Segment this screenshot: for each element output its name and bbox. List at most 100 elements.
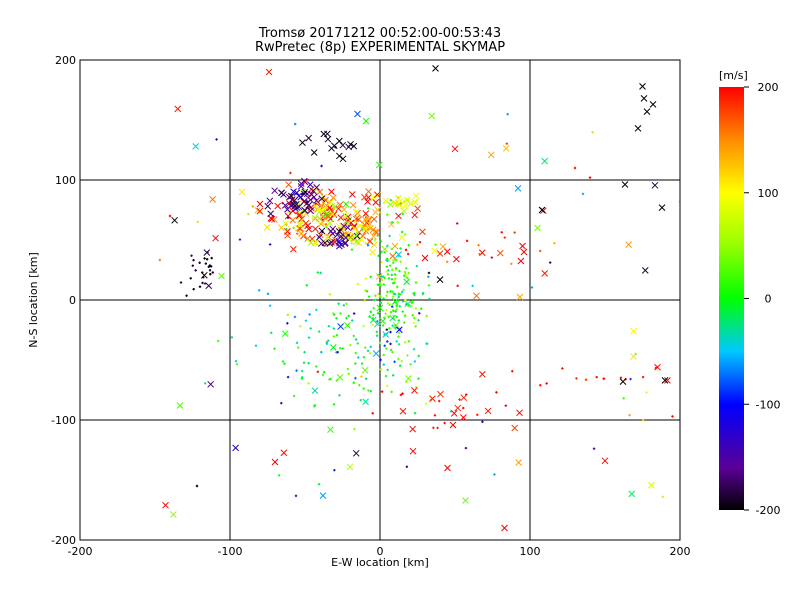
data-point-cross <box>337 323 344 330</box>
data-point-cross <box>345 143 353 151</box>
data-point-cross <box>414 205 421 213</box>
data-point-dot <box>328 293 332 296</box>
data-point-dot <box>382 283 385 286</box>
data-point-dot <box>311 217 314 221</box>
data-point-cross <box>541 157 549 165</box>
data-point-dot <box>539 384 542 387</box>
data-point-cross <box>404 300 412 308</box>
data-point-dot <box>412 347 416 351</box>
data-point-cross <box>332 236 339 244</box>
data-point-dot <box>357 356 360 359</box>
data-point-cross <box>323 210 331 218</box>
data-point-cross <box>297 180 305 187</box>
data-point-dot <box>387 277 391 280</box>
data-point-dot <box>294 122 297 126</box>
data-point-dot <box>342 304 345 307</box>
data-point-cross <box>295 212 303 220</box>
data-point-dot <box>411 299 414 303</box>
data-point-dot <box>383 276 386 280</box>
data-point-cross <box>428 112 436 120</box>
data-point-cross <box>301 207 309 214</box>
data-point-cross <box>639 83 646 90</box>
x-tick-label: 100 <box>520 545 541 558</box>
data-point-dot <box>308 313 311 316</box>
data-point-dot <box>404 298 407 302</box>
chart-subtitle: RwPretec (8p) EXPERIMENTAL SKYMAP <box>255 40 505 55</box>
y-tick-label: 100 <box>55 174 76 187</box>
data-point-dot <box>395 258 398 262</box>
data-point-dot <box>289 203 292 206</box>
x-axis-ticks: -200 -100 0 100 200 <box>68 60 691 558</box>
data-point-dot <box>317 483 321 486</box>
data-point-cross <box>389 252 397 260</box>
data-point-dot <box>386 314 389 317</box>
data-point-dot <box>384 374 388 378</box>
data-point-cross <box>479 370 486 378</box>
data-point-dot <box>386 340 389 343</box>
data-point-cross <box>337 214 345 221</box>
data-point-cross <box>473 292 480 300</box>
data-point-cross <box>367 224 374 232</box>
data-point-cross <box>405 375 412 382</box>
data-point-dot <box>211 271 215 274</box>
data-point-dot <box>399 247 402 250</box>
data-point-dot <box>464 446 468 450</box>
data-point-cross <box>437 390 444 398</box>
data-point-dot <box>315 365 318 368</box>
data-point-cross <box>281 330 289 338</box>
data-point-dot <box>505 142 509 145</box>
data-point-dot <box>386 244 389 248</box>
data-point-dot <box>338 394 341 397</box>
data-point-cross <box>649 101 657 108</box>
data-point-dot <box>373 238 377 242</box>
data-point-cross <box>284 212 292 220</box>
data-point-cross <box>349 201 357 209</box>
data-point-cross <box>316 233 323 241</box>
data-point-dot <box>305 284 309 287</box>
data-point-dot <box>390 221 394 224</box>
data-point-dot <box>389 348 393 352</box>
data-point-dot <box>591 131 594 134</box>
data-point-dot <box>208 269 212 272</box>
data-point-dot <box>316 271 320 274</box>
data-point-cross <box>311 387 319 394</box>
data-point-cross <box>501 524 508 532</box>
data-point-dot <box>378 341 382 345</box>
data-point-cross <box>640 95 648 102</box>
data-point-dot <box>362 324 365 328</box>
data-point-dot <box>206 251 209 254</box>
data-point-cross <box>281 202 289 209</box>
data-point-dot <box>280 402 283 405</box>
data-point-dot <box>386 368 389 372</box>
data-point-dot <box>385 294 388 297</box>
data-point-dot <box>407 244 410 247</box>
data-point-dot <box>394 327 397 330</box>
y-axis-label: N-S location [km] <box>27 252 40 348</box>
data-point-cross <box>238 188 246 196</box>
data-point-dot <box>495 391 498 394</box>
data-point-cross <box>361 225 369 233</box>
data-point-dot <box>392 309 395 312</box>
data-point-dot <box>327 325 331 328</box>
data-point-dot <box>433 414 437 417</box>
data-point-dot <box>417 377 420 380</box>
data-point-cross <box>218 272 225 280</box>
data-point-dot <box>476 413 479 416</box>
data-point-dot <box>427 275 430 278</box>
data-point-cross <box>538 206 546 214</box>
data-point-dot <box>379 284 382 287</box>
data-point-cross <box>641 267 649 274</box>
data-point-cross <box>478 249 486 257</box>
data-point-dot <box>407 340 411 343</box>
data-point-dot <box>314 202 318 205</box>
data-point-cross <box>322 196 329 204</box>
data-point-dot <box>395 308 398 311</box>
data-point-dot <box>581 192 585 196</box>
data-point-cross <box>630 353 637 360</box>
data-point-dot <box>438 399 441 403</box>
data-point-cross <box>541 270 549 277</box>
data-point-dot <box>254 344 258 347</box>
data-point-dot <box>289 171 292 175</box>
y-tick-label: 0 <box>69 294 76 307</box>
data-point-dot <box>395 340 398 343</box>
